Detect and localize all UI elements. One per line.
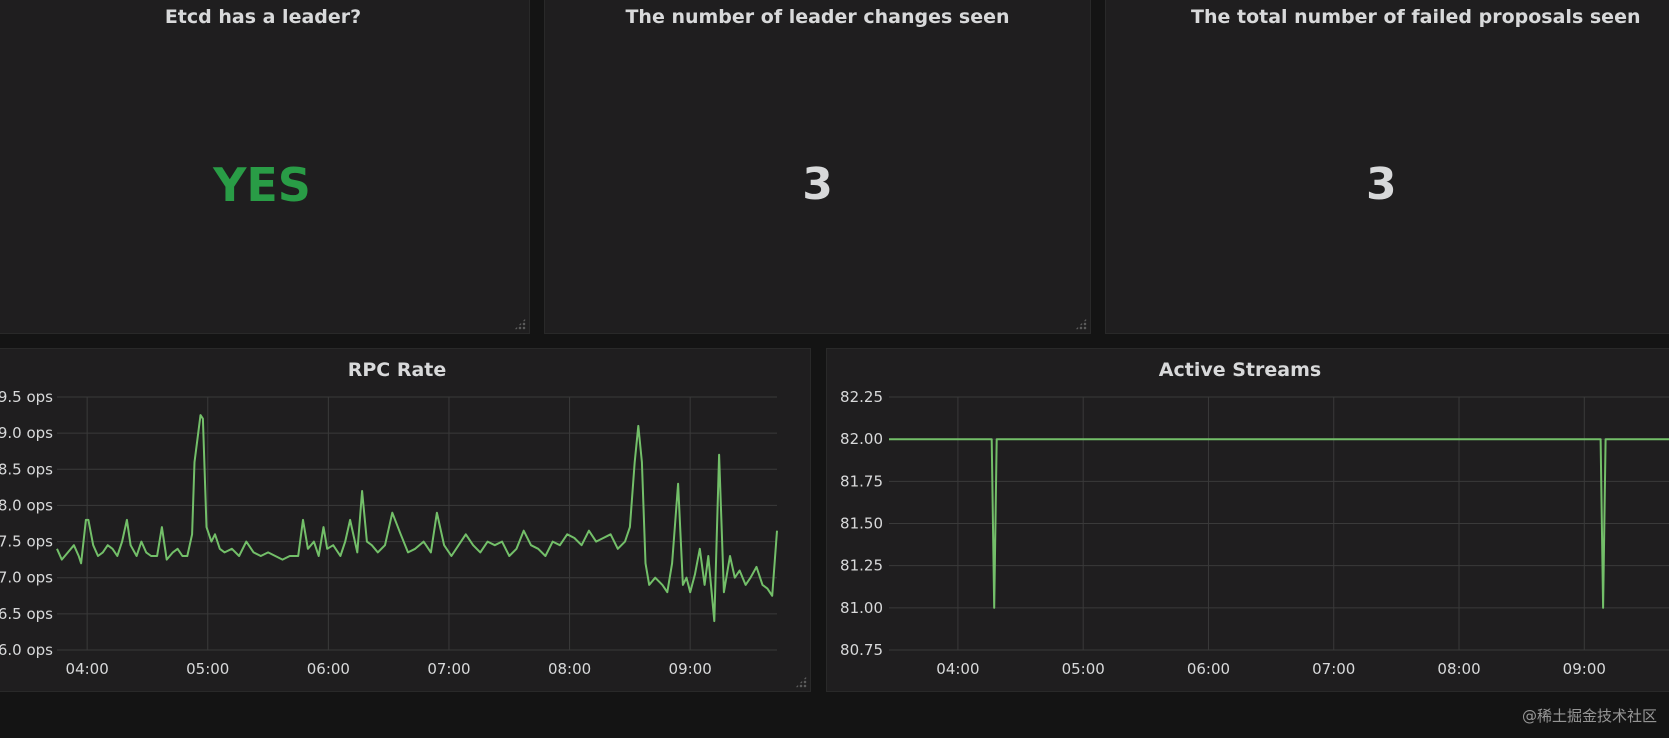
y-tick-label: 82.00 bbox=[840, 430, 883, 448]
panel-title[interactable]: Etcd has a leader? bbox=[164, 6, 362, 28]
y-tick-label: 80.75 bbox=[840, 641, 883, 659]
y-tick-label: 81.00 bbox=[840, 599, 883, 617]
resize-handle-icon[interactable] bbox=[1075, 318, 1087, 330]
x-tick-label: 06:00 bbox=[307, 660, 350, 678]
y-tick-label: 9.5 ops bbox=[0, 388, 53, 406]
y-tick-label: 6.5 ops bbox=[0, 605, 53, 623]
y-tick-label: 81.25 bbox=[840, 557, 883, 575]
x-tick-label: 05:00 bbox=[186, 660, 229, 678]
x-tick-label: 07:00 bbox=[427, 660, 470, 678]
x-tick-label: 04:00 bbox=[936, 660, 979, 678]
panel-title[interactable]: RPC Rate bbox=[347, 359, 447, 381]
x-tick-label: 08:00 bbox=[1437, 660, 1480, 678]
watermark: @稀土掘金技术社区 bbox=[1521, 707, 1657, 725]
panel-title[interactable]: The number of leader changes seen bbox=[625, 6, 1010, 28]
x-tick-label: 09:00 bbox=[669, 660, 712, 678]
x-tick-label: 06:00 bbox=[1187, 660, 1230, 678]
y-tick-label: 8.5 ops bbox=[0, 460, 53, 478]
y-tick-label: 7.5 ops bbox=[0, 533, 53, 551]
y-tick-label: 82.25 bbox=[840, 388, 883, 406]
stat-value-failed-proposals: 3 bbox=[1366, 159, 1397, 210]
active-streams-chart[interactable]: 82.25 82.00 81.75 81.50 81.25 81.00 80.75 04:00… bbox=[827, 349, 1669, 692]
panel-title[interactable]: The total number of failed proposals see… bbox=[1191, 6, 1641, 28]
x-tick-label: 05:00 bbox=[1062, 660, 1105, 678]
resize-handle-icon[interactable] bbox=[514, 318, 526, 330]
y-tick-label: 81.75 bbox=[840, 472, 883, 490]
stat-panel-has-leader[interactable]: Etcd has a leader? YES bbox=[0, 0, 530, 334]
stat-value-has-leader: YES bbox=[213, 158, 311, 212]
stat-value-leader-changes: 3 bbox=[802, 159, 833, 210]
x-tick-label: 09:00 bbox=[1563, 660, 1606, 678]
y-tick-label: 7.0 ops bbox=[0, 569, 53, 587]
series-line[interactable] bbox=[889, 438, 1669, 609]
graph-panel-active-streams[interactable]: Active Streams 82.25 82.00 81.75 81.50 81.25… bbox=[826, 348, 1669, 692]
x-tick-label: 04:00 bbox=[66, 660, 109, 678]
series-line[interactable] bbox=[56, 414, 778, 623]
x-tick-label: 08:00 bbox=[548, 660, 591, 678]
stat-panel-leader-changes[interactable]: The number of leader changes seen 3 bbox=[544, 0, 1091, 334]
y-tick-label: 8.0 ops bbox=[0, 496, 53, 514]
stat-panel-failed-proposals[interactable]: The total number of failed proposals see… bbox=[1105, 0, 1669, 334]
panel-title[interactable]: Active Streams bbox=[1158, 359, 1322, 381]
y-tick-label: 9.0 ops bbox=[0, 424, 53, 442]
y-tick-label: 81.50 bbox=[840, 515, 883, 533]
graph-panel-rpc-rate[interactable]: RPC Rate 9.5 ops 9.0 ops 8.5 ops 8.0 ops 7.5… bbox=[0, 348, 811, 692]
y-tick-label: 6.0 ops bbox=[0, 641, 53, 659]
rpc-rate-chart[interactable]: 9.5 ops 9.0 ops 8.5 ops 8.0 ops 7.5 ops 7.0 o… bbox=[0, 349, 811, 692]
x-tick-label: 07:00 bbox=[1312, 660, 1355, 678]
